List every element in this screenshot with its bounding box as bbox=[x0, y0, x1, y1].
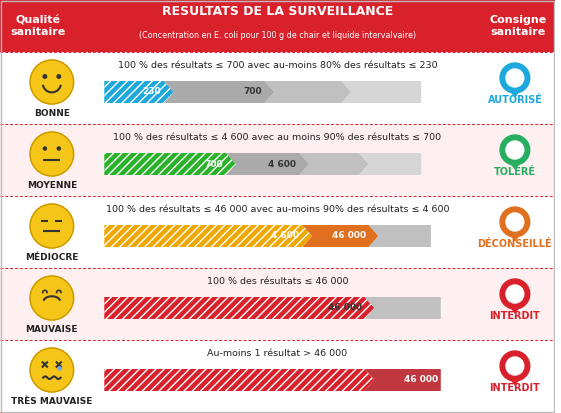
Circle shape bbox=[57, 75, 61, 78]
Polygon shape bbox=[104, 369, 374, 391]
Circle shape bbox=[57, 147, 61, 150]
Text: INTERDIT: INTERDIT bbox=[490, 311, 540, 321]
Text: INTE: INTE bbox=[508, 290, 521, 294]
Text: RESULTATS DE LA SURVEILLANCE: RESULTATS DE LA SURVEILLANCE bbox=[162, 5, 394, 18]
Polygon shape bbox=[265, 81, 351, 103]
Circle shape bbox=[506, 141, 524, 159]
Text: AUTORISÉ: AUTORISÉ bbox=[488, 95, 542, 105]
Polygon shape bbox=[104, 297, 374, 319]
Text: TOLÉ: TOLÉ bbox=[508, 145, 522, 150]
Text: MAUVAISE: MAUVAISE bbox=[26, 325, 78, 334]
Polygon shape bbox=[504, 370, 525, 385]
Text: AUTO: AUTO bbox=[507, 74, 522, 78]
Text: 4 600: 4 600 bbox=[268, 159, 296, 169]
Text: BONNE: BONNE bbox=[34, 109, 70, 118]
FancyBboxPatch shape bbox=[1, 196, 555, 268]
Circle shape bbox=[506, 69, 524, 87]
Circle shape bbox=[58, 367, 61, 370]
Circle shape bbox=[43, 75, 47, 78]
Circle shape bbox=[500, 351, 530, 381]
Polygon shape bbox=[504, 83, 525, 97]
Circle shape bbox=[500, 279, 530, 309]
Polygon shape bbox=[504, 299, 525, 313]
Text: Qualité
sanitaire: Qualité sanitaire bbox=[10, 15, 66, 37]
Polygon shape bbox=[104, 153, 236, 175]
Polygon shape bbox=[104, 81, 173, 103]
FancyBboxPatch shape bbox=[1, 268, 555, 340]
Text: 100 % des résultats ≤ 700 avec au-moins 80% des résultats ≤ 230: 100 % des résultats ≤ 700 avec au-moins … bbox=[118, 61, 437, 70]
Text: Consigne
sanitaire: Consigne sanitaire bbox=[489, 15, 546, 37]
Circle shape bbox=[500, 207, 530, 237]
Polygon shape bbox=[369, 225, 431, 247]
Text: TOLÉRÉ: TOLÉRÉ bbox=[494, 167, 536, 178]
Text: Au-moins 1 résultat > 46 000: Au-moins 1 résultat > 46 000 bbox=[208, 349, 347, 358]
Polygon shape bbox=[365, 369, 441, 391]
Circle shape bbox=[30, 348, 73, 392]
Text: 700: 700 bbox=[205, 159, 223, 169]
Text: 100 % des résultats ≤ 46 000: 100 % des résultats ≤ 46 000 bbox=[206, 277, 348, 286]
Circle shape bbox=[30, 204, 73, 248]
Circle shape bbox=[506, 285, 524, 303]
Circle shape bbox=[506, 213, 524, 231]
Text: 100 % des résultats ≤ 46 000 avec au-moins 90% des résultats ≤ 4 600: 100 % des résultats ≤ 46 000 avec au-moi… bbox=[105, 205, 449, 214]
Text: INTERDIT: INTERDIT bbox=[490, 383, 540, 394]
Polygon shape bbox=[302, 225, 379, 247]
Polygon shape bbox=[104, 225, 312, 247]
FancyBboxPatch shape bbox=[1, 340, 555, 412]
Polygon shape bbox=[504, 226, 525, 241]
Text: 46 000: 46 000 bbox=[328, 304, 362, 313]
Text: 700: 700 bbox=[243, 88, 262, 97]
FancyBboxPatch shape bbox=[1, 124, 555, 196]
Text: 46 000: 46 000 bbox=[404, 375, 438, 385]
Circle shape bbox=[30, 60, 73, 104]
FancyBboxPatch shape bbox=[1, 0, 555, 52]
Circle shape bbox=[43, 147, 47, 150]
Polygon shape bbox=[359, 153, 421, 175]
Circle shape bbox=[500, 135, 530, 165]
FancyBboxPatch shape bbox=[1, 52, 555, 124]
Circle shape bbox=[30, 276, 73, 320]
Text: 4 600: 4 600 bbox=[272, 232, 300, 240]
Text: DÉCO: DÉCO bbox=[507, 217, 522, 223]
Text: INTE: INTE bbox=[508, 361, 521, 366]
Polygon shape bbox=[226, 153, 309, 175]
Polygon shape bbox=[365, 297, 441, 319]
Polygon shape bbox=[300, 153, 369, 175]
Text: (Concentration en E. coli pour 100 g de chair et liquide intervalvaire): (Concentration en E. coli pour 100 g de … bbox=[139, 31, 416, 40]
Circle shape bbox=[500, 63, 530, 93]
Polygon shape bbox=[164, 81, 274, 103]
Text: MÉDIOCRE: MÉDIOCRE bbox=[25, 253, 79, 262]
Polygon shape bbox=[504, 154, 525, 169]
Text: 230: 230 bbox=[142, 88, 161, 97]
Text: 46 000: 46 000 bbox=[332, 232, 366, 240]
Circle shape bbox=[30, 132, 73, 176]
Text: 100 % des résultats ≤ 4 600 avec au moins 90% des résultats ≤ 700: 100 % des résultats ≤ 4 600 avec au moin… bbox=[113, 133, 442, 142]
Text: DÉCONSEILLÉ: DÉCONSEILLÉ bbox=[477, 240, 552, 249]
Circle shape bbox=[506, 357, 524, 375]
Text: TRÈS MAUVAISE: TRÈS MAUVAISE bbox=[11, 397, 93, 406]
Polygon shape bbox=[342, 81, 421, 103]
Text: MOYENNE: MOYENNE bbox=[27, 181, 77, 190]
